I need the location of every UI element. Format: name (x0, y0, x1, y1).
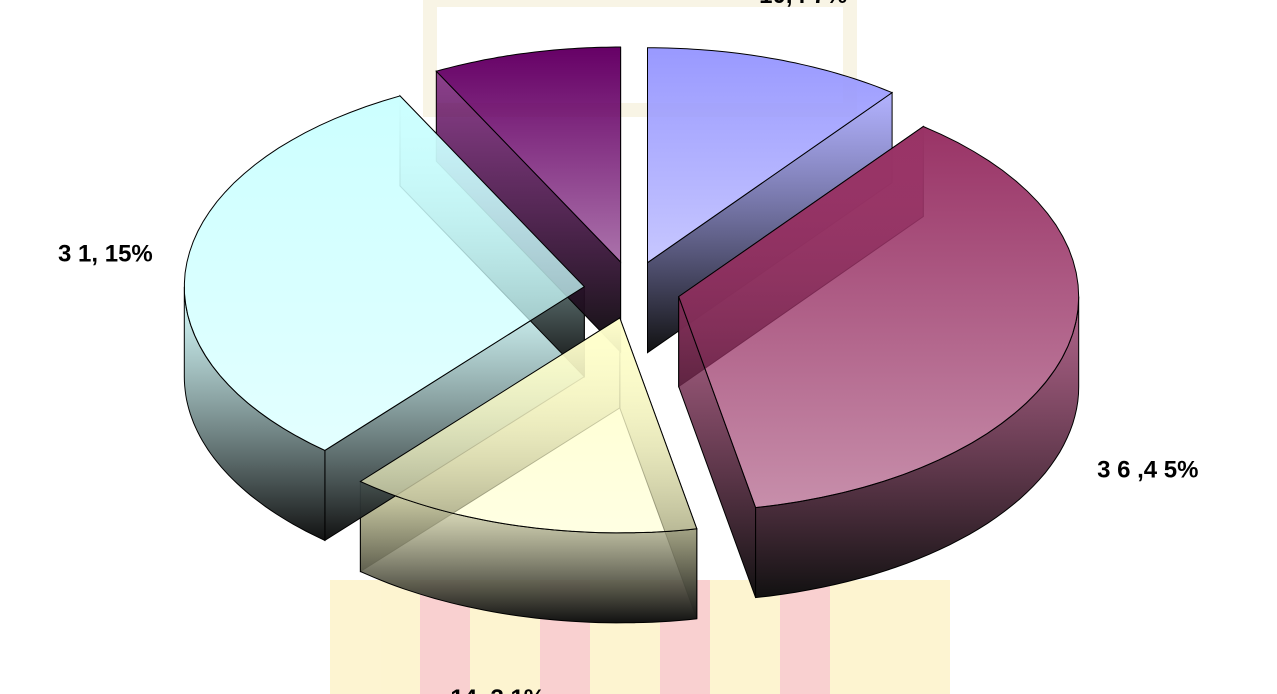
pie-slice (678, 125, 1080, 509)
pie-slice (183, 95, 586, 451)
data-label: 14 ,3 1% (450, 685, 545, 694)
labels: 10,4 7% 3 6 ,4 5% 14 ,3 1% 3 1, 15% 7,6 2 % (58, 0, 1198, 694)
pie-slice (647, 47, 894, 264)
pie-slice (359, 317, 698, 534)
data-label: 10,4 7% (759, 0, 847, 9)
pie-slice (435, 46, 622, 264)
data-label: 3 1, 15% (58, 240, 153, 267)
slice-tops (183, 46, 1080, 534)
data-label: 7,6 2 % (466, 0, 547, 1)
data-label: 3 6 ,4 5% (1097, 457, 1198, 484)
